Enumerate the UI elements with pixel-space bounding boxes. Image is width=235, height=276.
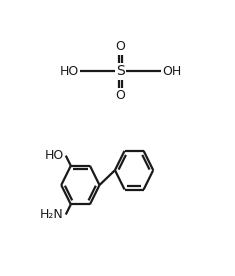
Text: O: O [115,40,125,54]
Text: OH: OH [162,65,181,78]
Text: HO: HO [45,149,64,162]
Text: S: S [116,64,125,78]
Text: H₂N: H₂N [40,208,64,221]
Text: O: O [115,89,125,102]
Text: HO: HO [60,65,79,78]
